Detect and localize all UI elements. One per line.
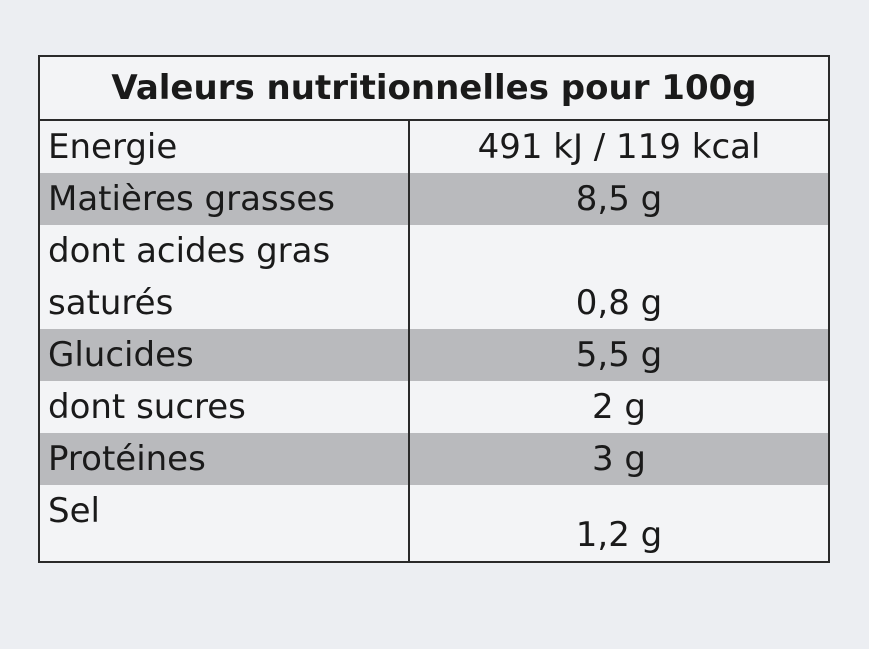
row: Glucides 5,5 g xyxy=(38,329,830,381)
nutrient-value: 8,5 g xyxy=(408,173,830,225)
nutrient-value: 2 g xyxy=(408,381,830,433)
header-row: Valeurs nutritionnelles pour 100g xyxy=(38,55,830,121)
nutrient-name: Glucides xyxy=(38,329,410,381)
nutrient-name: Energie xyxy=(38,120,410,173)
nutrient-name: Protéines xyxy=(38,433,410,485)
row: dont sucres 2 g xyxy=(38,381,830,433)
row: Protéines 3 g xyxy=(38,433,830,485)
nutrient-name: Matières grasses xyxy=(38,173,410,225)
row: dont acides gras saturés 0,8 g xyxy=(38,225,830,329)
nutrition-table: Valeurs nutritionnelles pour 100g Energi… xyxy=(38,55,830,563)
row: Sel 1,2 g xyxy=(38,485,830,563)
nutrition-label: Valeurs nutritionnelles pour 100g Energi… xyxy=(38,55,830,563)
nutrient-name: dont acides gras saturés xyxy=(38,225,410,329)
row: Matières grasses 8,5 g xyxy=(38,173,830,225)
nutrient-name: Sel xyxy=(38,485,410,563)
nutrient-name: dont sucres xyxy=(38,381,410,433)
nutrient-value: 0,8 g xyxy=(408,225,830,329)
row: Energie 491 kJ / 119 kcal xyxy=(38,120,830,173)
nutrient-value: 1,2 g xyxy=(408,485,830,563)
nutrient-value: 3 g xyxy=(408,433,830,485)
table-title: Valeurs nutritionnelles pour 100g xyxy=(38,55,830,121)
nutrient-value: 491 kJ / 119 kcal xyxy=(408,120,830,173)
nutrient-value: 5,5 g xyxy=(408,329,830,381)
